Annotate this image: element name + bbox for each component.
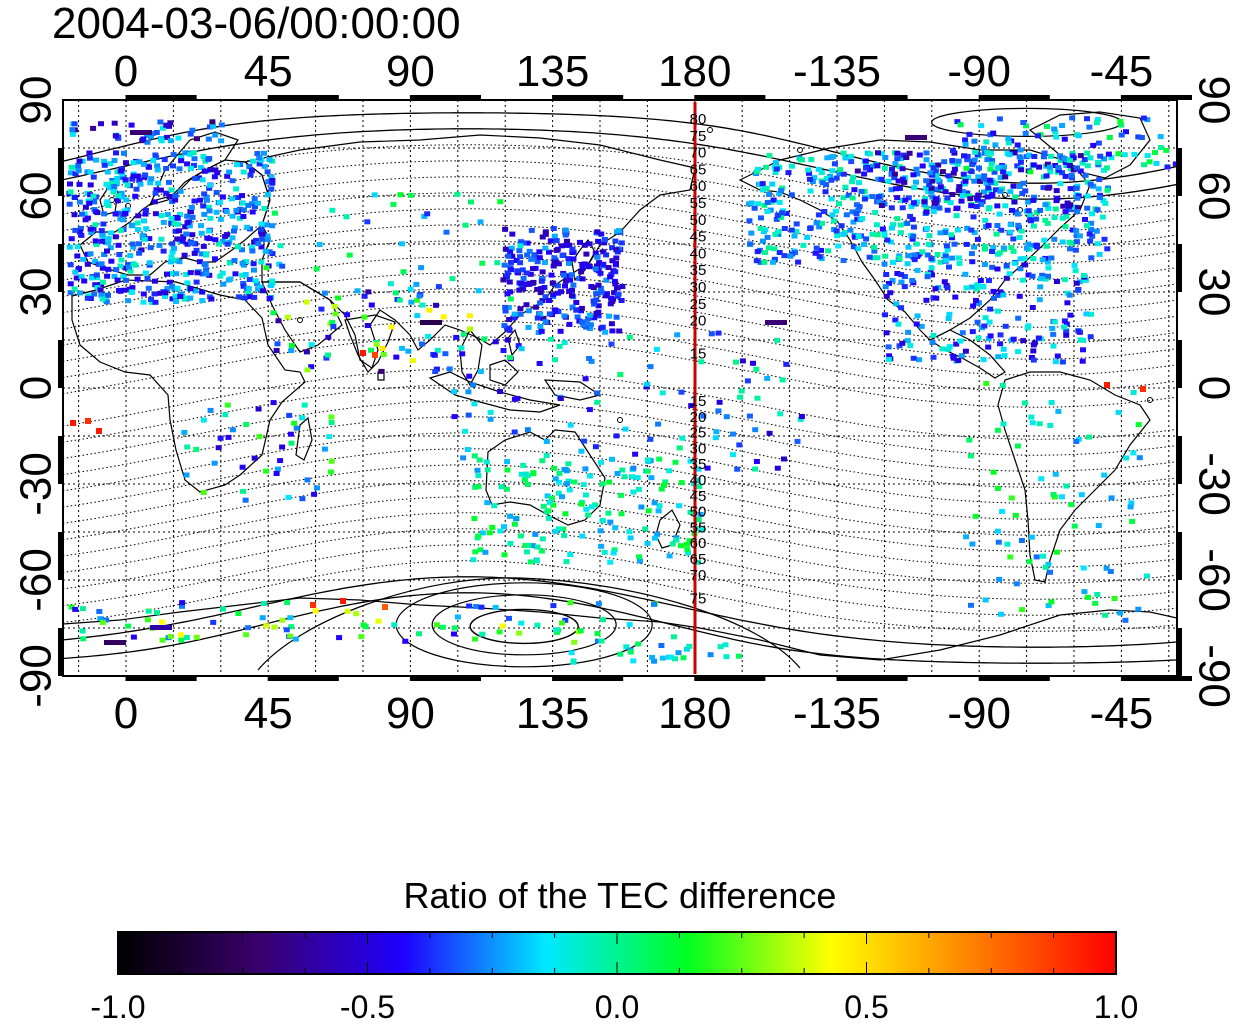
contour-label: 20 [690,313,707,330]
contour-label: 30 [690,440,707,457]
contour-label: 25 [690,296,707,313]
contour-label: 40 [690,472,707,489]
colorbar-tick-label: 0.0 [595,989,639,1024]
contour-label: 45 [690,229,707,246]
lon-label-bottom: 135 [516,689,589,738]
lat-label-left: 30 [12,268,61,317]
contour-labels: 8075706560555045403530252015152025303540… [690,111,707,608]
lat-label-left: 90 [12,76,61,125]
lon-label-bottom: -135 [793,689,881,738]
colorbar-tick-label: -0.5 [340,989,395,1024]
contour-label: 25 [690,425,707,442]
lon-label-bottom: -90 [947,689,1011,738]
lat-label-left: 60 [12,172,61,221]
timestamp-title: 2004-03-06/00:00:00 [52,0,461,48]
contour-label: 55 [690,195,707,212]
lon-label-bottom: 0 [114,689,138,738]
colorbar-tick-label: -1.0 [90,989,145,1024]
lon-label-top: -135 [793,47,881,96]
lat-label-right: -90 [1190,644,1239,708]
tec-observations [66,115,1177,665]
lat-label-right: -30 [1190,452,1239,516]
lon-label-top: -90 [947,47,1011,96]
lon-label-top: 45 [244,47,293,96]
colorbar-ticks [117,932,1117,974]
lat-label-right: 30 [1190,268,1239,317]
lat-label-right: 60 [1190,172,1239,221]
contour-label: 75 [690,128,707,145]
lon-label-top: 180 [658,47,731,96]
colorbar-tick-label: 1.0 [1094,989,1138,1024]
magnetic-latitude-contours [63,107,1177,671]
colorbar-tick-labels: -1.0 -0.5 0.0 0.5 1.0 [90,989,1138,1024]
lat-label-right: 90 [1190,76,1239,125]
contour-label: 80 [690,111,707,128]
contour-label: 20 [690,409,707,426]
contour-label: 15 [690,345,707,362]
lon-label-top: 90 [386,47,435,96]
contour-label: 75 [690,591,707,608]
contour-label: 65 [690,551,707,568]
contour-label: 55 [690,519,707,536]
colorbar-gradient [117,931,1117,975]
colorbar-title: Ratio of the TEC difference [403,875,837,916]
contour-label: 50 [690,504,707,521]
contour-label: 60 [690,178,707,195]
colorbar-tick-label: 0.5 [844,989,888,1024]
lat-label-left: -60 [12,548,61,612]
contour-label: 15 [690,393,707,410]
contour-label: 35 [690,262,707,279]
tec-map: 8075706560555045403530252015152025303540… [12,47,1239,738]
contour-label: 65 [690,161,707,178]
lat-label-right: 0 [1190,376,1239,400]
contour-label: 50 [690,212,707,229]
contour-label: 70 [690,145,707,162]
frame-tick-bars [58,95,1192,681]
lat-label-left: -90 [12,644,61,708]
lon-label-top: -45 [1090,47,1154,96]
lon-label-top: 135 [516,47,589,96]
lon-label-bottom: -45 [1090,689,1154,738]
axis-labels: 0045459090135135180180-135-135-90-90-45-… [12,47,1239,738]
lon-label-bottom: 180 [658,689,731,738]
lon-label-bottom: 45 [244,689,293,738]
lon-label-top: 0 [114,47,138,96]
lat-label-left: 0 [12,376,61,400]
contour-label: 35 [690,456,707,473]
contour-label: 45 [690,488,707,505]
contour-label: 70 [690,567,707,584]
contour-label: 60 [690,535,707,552]
lat-label-left: -30 [12,452,61,516]
lat-lon-gridlines [63,100,1177,676]
contour-label: 30 [690,279,707,296]
lat-label-right: -60 [1190,548,1239,612]
contour-label: 40 [690,245,707,262]
lon-label-bottom: 90 [386,689,435,738]
